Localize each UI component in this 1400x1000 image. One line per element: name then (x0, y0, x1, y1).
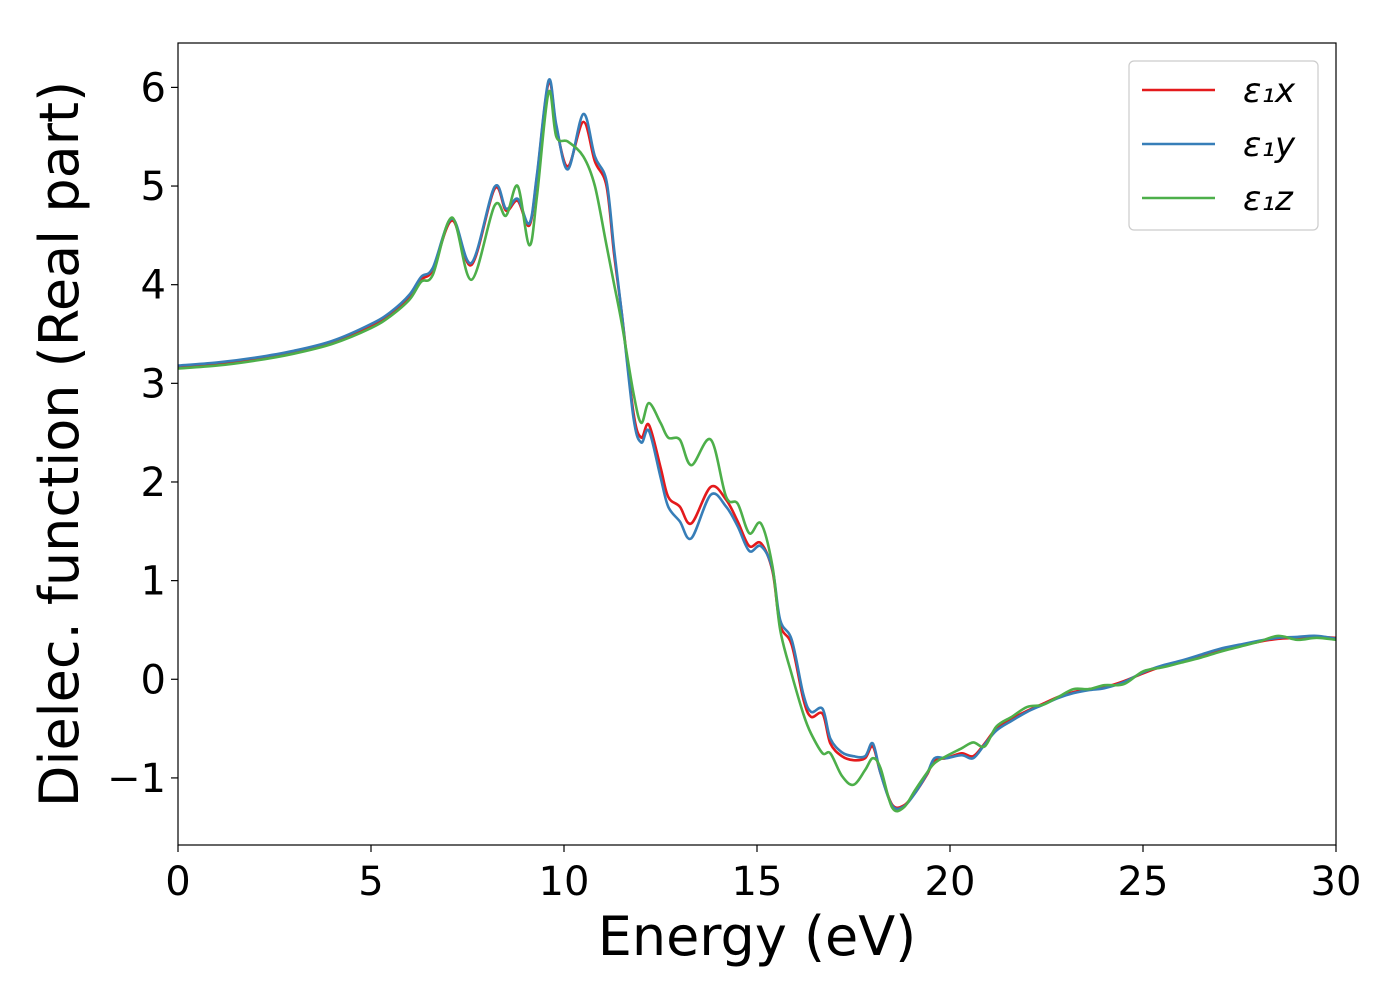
x-axis-label: Energy (eV) (598, 905, 917, 968)
legend-label-2: ε₁y (1243, 125, 1296, 165)
x-axis-ticks: 0 5 10 15 20 25 30 (165, 845, 1361, 905)
legend: ε₁x ε₁y ε₁z (1128, 60, 1319, 231)
y-tick-label: 2 (141, 460, 166, 506)
x-tick-label: 20 (925, 859, 976, 905)
y-axis-label: Dielec. function (Real part) (28, 81, 91, 807)
x-tick-label: 30 (1311, 859, 1362, 905)
x-tick-label: 5 (358, 859, 383, 905)
series-layer (177, 78, 1337, 813)
series-line-3 (177, 89, 1337, 813)
y-tick-label: 4 (141, 263, 166, 309)
y-tick-label: 1 (141, 559, 166, 605)
x-tick-label: 25 (1118, 859, 1169, 905)
x-tick-label: 15 (732, 859, 783, 905)
legend-label-1: ε₁x (1243, 71, 1296, 111)
y-tick-label: 6 (141, 65, 166, 111)
y-tick-label: 3 (141, 361, 166, 407)
y-axis-ticks: −1 0 1 2 3 4 5 6 (107, 65, 178, 802)
legend-box (1128, 60, 1319, 231)
y-tick-label: −1 (107, 756, 166, 802)
legend-label-3: ε₁z (1243, 179, 1294, 219)
x-tick-label: 0 (165, 859, 190, 905)
y-tick-label: 0 (141, 657, 166, 703)
y-tick-label: 5 (141, 164, 166, 210)
x-tick-label: 10 (539, 859, 590, 905)
